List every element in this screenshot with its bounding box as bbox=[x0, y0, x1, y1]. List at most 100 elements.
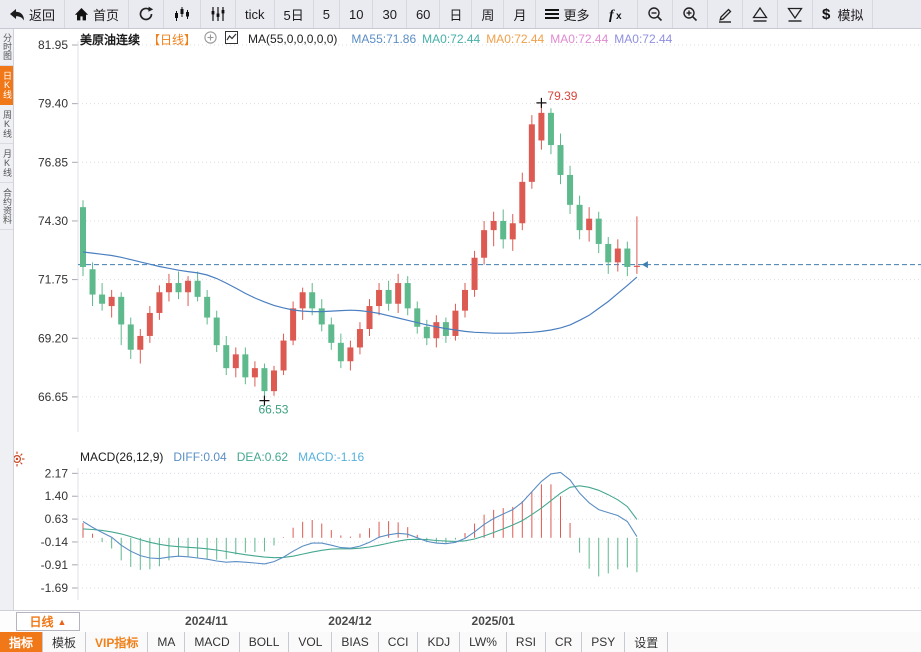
svg-text:79.40: 79.40 bbox=[38, 97, 68, 111]
toolbar-home-button[interactable]: 首页 bbox=[65, 0, 130, 28]
tab-lwr[interactable]: LW% bbox=[460, 632, 507, 652]
kline-gridlines: 81.95 79.40 76.85 74.30 71.75 69.20 66.65 bbox=[38, 38, 921, 432]
tab-ma[interactable]: MA bbox=[148, 632, 186, 652]
toolbar-zoom-in-button[interactable] bbox=[673, 0, 709, 28]
svg-text:f: f bbox=[609, 8, 615, 22]
macd-gridlines: 2.17 1.40 0.63 -0.14 -0.91 -1.69 bbox=[41, 466, 921, 600]
sidebar-item-monthly-k[interactable]: 月K线 bbox=[0, 144, 13, 183]
instrument-title: 美原油连续 bbox=[80, 32, 141, 47]
toolbar-label: tick bbox=[245, 6, 265, 22]
toolbar-flag-down-button[interactable] bbox=[778, 0, 814, 28]
toolbar-volume-view-button[interactable] bbox=[201, 0, 237, 28]
tab-indicator[interactable]: 指标 bbox=[0, 632, 44, 652]
svg-text:-1.69: -1.69 bbox=[41, 581, 69, 595]
ma-value: MA0:72.44 bbox=[550, 32, 609, 46]
toolbar-period-tick-button[interactable]: tick bbox=[236, 0, 275, 28]
toolbar-period-month-button[interactable]: 月 bbox=[504, 0, 537, 28]
period-tag: 【日线】 bbox=[148, 32, 197, 47]
svg-text:81.95: 81.95 bbox=[38, 38, 68, 52]
toolbar-zoom-out-button[interactable] bbox=[638, 0, 674, 28]
toolbar-label: 60 bbox=[415, 6, 431, 22]
tab-vip-indicator[interactable]: VIP指标 bbox=[86, 632, 149, 652]
toolbar-period-5day-button[interactable]: 5日 bbox=[275, 0, 314, 28]
toolbar-back-button[interactable]: 返回 bbox=[0, 0, 66, 28]
ma-value: MA0:72.44 bbox=[486, 32, 545, 46]
toolbar-draw-button[interactable] bbox=[708, 0, 744, 28]
toolbar-label: 30 bbox=[382, 6, 397, 22]
toolbar-label: 月 bbox=[513, 7, 527, 23]
chevron-up-icon: ▲ bbox=[57, 616, 67, 627]
toolbar-period-60min-button[interactable]: 60 bbox=[407, 0, 441, 28]
toolbar-label: 10 bbox=[349, 6, 364, 22]
tab-template[interactable]: 模板 bbox=[43, 632, 87, 652]
tab-settings[interactable]: 设置 bbox=[625, 632, 669, 652]
kline-icon bbox=[173, 6, 191, 22]
ma-value: MA0:72.44 bbox=[422, 32, 481, 46]
triangle-up-icon bbox=[752, 6, 769, 23]
tab-vol[interactable]: VOL bbox=[289, 632, 333, 652]
tab-macd[interactable]: MACD bbox=[185, 632, 240, 652]
triangle-down-icon bbox=[787, 6, 804, 23]
macd-header: MACD(26,12,9) DIFF:0.04 DEA:0.62 MACD:-1.1… bbox=[80, 449, 364, 464]
svg-text:-0.91: -0.91 bbox=[41, 558, 69, 572]
zoom-in-icon bbox=[682, 6, 698, 22]
tab-boll[interactable]: BOLL bbox=[240, 632, 290, 652]
tab-cr[interactable]: CR bbox=[546, 632, 583, 652]
macd-title: MACD(26,12,9) bbox=[80, 449, 164, 464]
svg-text:66.65: 66.65 bbox=[38, 390, 68, 404]
sidebar-item-time-chart[interactable]: 分时图 bbox=[0, 28, 13, 66]
macd-values-readout: DIFF:0.04 DEA:0.62 MACD:-1.16 bbox=[173, 450, 364, 464]
tabbar-spacer bbox=[668, 632, 921, 652]
dollar-icon: $ bbox=[822, 6, 833, 22]
time-axis-label: 2024/12 bbox=[328, 614, 372, 628]
toolbar-label: 周 bbox=[481, 7, 495, 23]
toolbar-period-week-button[interactable]: 周 bbox=[472, 0, 505, 28]
svg-text:69.20: 69.20 bbox=[38, 331, 68, 345]
mini-chart-icon bbox=[225, 31, 239, 47]
period-selector-label: 日线 bbox=[29, 615, 54, 629]
svg-text:79.39: 79.39 bbox=[547, 89, 577, 103]
toolbar-period-day-button[interactable]: 日 bbox=[440, 0, 473, 28]
pen-icon bbox=[717, 6, 733, 23]
toolbar-more-button[interactable]: 更多 bbox=[536, 0, 600, 28]
toolbar-period-30min-button[interactable]: 30 bbox=[373, 0, 407, 28]
sidebar-item-contract-info[interactable]: 合约资料 bbox=[0, 183, 13, 230]
sidebar-item-daily-k[interactable]: 日K线 bbox=[0, 66, 13, 105]
svg-text:71.75: 71.75 bbox=[38, 273, 68, 287]
time-axis-label: 2024/11 bbox=[185, 614, 228, 628]
price-annotations: 79.39 66.53 bbox=[258, 89, 577, 417]
toolbar-label: 5日 bbox=[283, 7, 304, 23]
toolbar-label: 日 bbox=[449, 7, 463, 23]
svg-text:1.40: 1.40 bbox=[45, 489, 69, 503]
macd-lines bbox=[82, 471, 638, 565]
plus-circle-icon[interactable] bbox=[204, 31, 217, 47]
ma-values-readout: MA55:71.86 MA0:72.44 MA0:72.44 MA0:72.44 MA0… bbox=[345, 32, 672, 46]
top-toolbar: 返回 首页 tick 5日 5 10 30 60 日 周 月 更多 f x $ 模拟 bbox=[0, 0, 921, 29]
tab-kdj[interactable]: KDJ bbox=[418, 632, 461, 652]
svg-text:-0.14: -0.14 bbox=[41, 535, 69, 549]
left-sidebar: 分时图 日K线 周K线 月K线 合约资料 bbox=[0, 28, 14, 610]
tab-cci[interactable]: CCI bbox=[379, 632, 419, 652]
sidebar-item-weekly-k[interactable]: 周K线 bbox=[0, 105, 13, 144]
toolbar-period-5min-button[interactable]: 5 bbox=[314, 0, 340, 28]
toolbar-refresh-button[interactable] bbox=[129, 0, 165, 28]
tab-bias[interactable]: BIAS bbox=[332, 632, 379, 652]
svg-text:74.30: 74.30 bbox=[38, 214, 68, 228]
svg-text:2.17: 2.17 bbox=[45, 466, 69, 480]
toolbar-period-10min-button[interactable]: 10 bbox=[340, 0, 374, 28]
toolbar-flag-up-button[interactable] bbox=[743, 0, 779, 28]
ma-value: MA55:71.86 bbox=[351, 32, 417, 46]
toolbar-simulate-button[interactable]: $ 模拟 bbox=[813, 0, 874, 28]
toolbar-label: 模拟 bbox=[837, 7, 864, 23]
macd-value: MACD:-1.16 bbox=[298, 449, 365, 464]
home-icon bbox=[74, 7, 89, 22]
zoom-out-icon bbox=[647, 6, 663, 22]
ma55-line bbox=[82, 251, 638, 334]
period-selector-button[interactable]: 日线 ▲ bbox=[16, 612, 80, 631]
tab-rsi[interactable]: RSI bbox=[507, 632, 546, 652]
menu-icon bbox=[545, 8, 560, 20]
toolbar-kline-view-button[interactable] bbox=[164, 0, 202, 28]
tab-psy[interactable]: PSY bbox=[582, 632, 626, 652]
